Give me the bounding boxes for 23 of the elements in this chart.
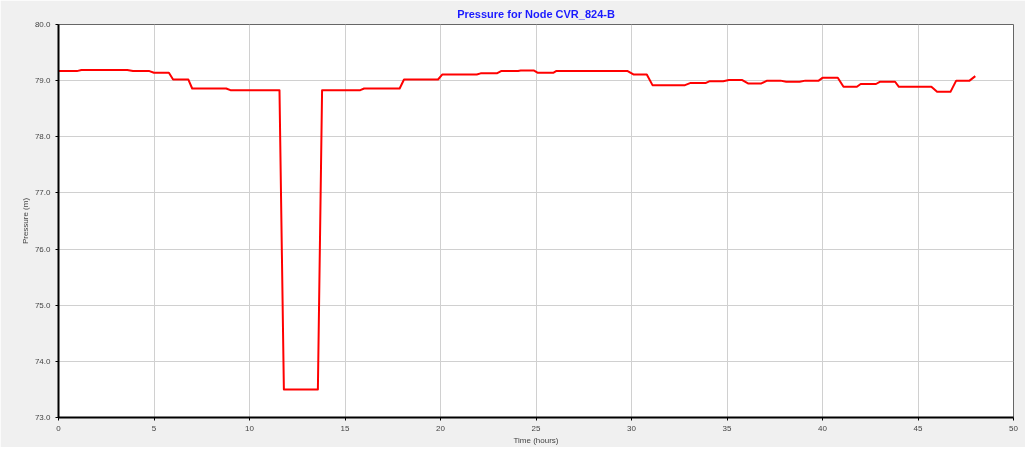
- chart-title: Pressure for Node CVR_824-B: [457, 7, 615, 20]
- y-tick-label: 79.0: [34, 76, 52, 86]
- y-tick-label: 78.0: [34, 132, 52, 142]
- x-tick-label: 0: [56, 423, 62, 433]
- x-tick-label: 50: [1009, 423, 1019, 433]
- line-series: [58, 68, 977, 391]
- y-tick-label: 74.0: [34, 356, 52, 366]
- x-tick-label: 35: [722, 423, 732, 433]
- x-tick-label: 10: [245, 423, 255, 433]
- x-tick-label: 5: [151, 423, 157, 433]
- y-tick-label: 75.0: [34, 300, 52, 310]
- x-tick-label: 45: [913, 423, 923, 433]
- y-axis-title: Pressure (m): [20, 197, 30, 245]
- y-tick-label: 80.0: [34, 20, 52, 29]
- y-tick-label: 76.0: [34, 244, 52, 254]
- x-tick-label: 40: [818, 423, 828, 433]
- y-tick-label: 77.0: [34, 188, 52, 198]
- x-tick-label: 25: [531, 423, 541, 433]
- x-axis-title: Time (hours): [513, 435, 559, 445]
- y-tick-label: 73.0: [34, 413, 52, 422]
- x-tick-label: 15: [340, 423, 350, 433]
- x-tick-label: 30: [627, 423, 637, 433]
- x-tick-label: 20: [436, 423, 446, 433]
